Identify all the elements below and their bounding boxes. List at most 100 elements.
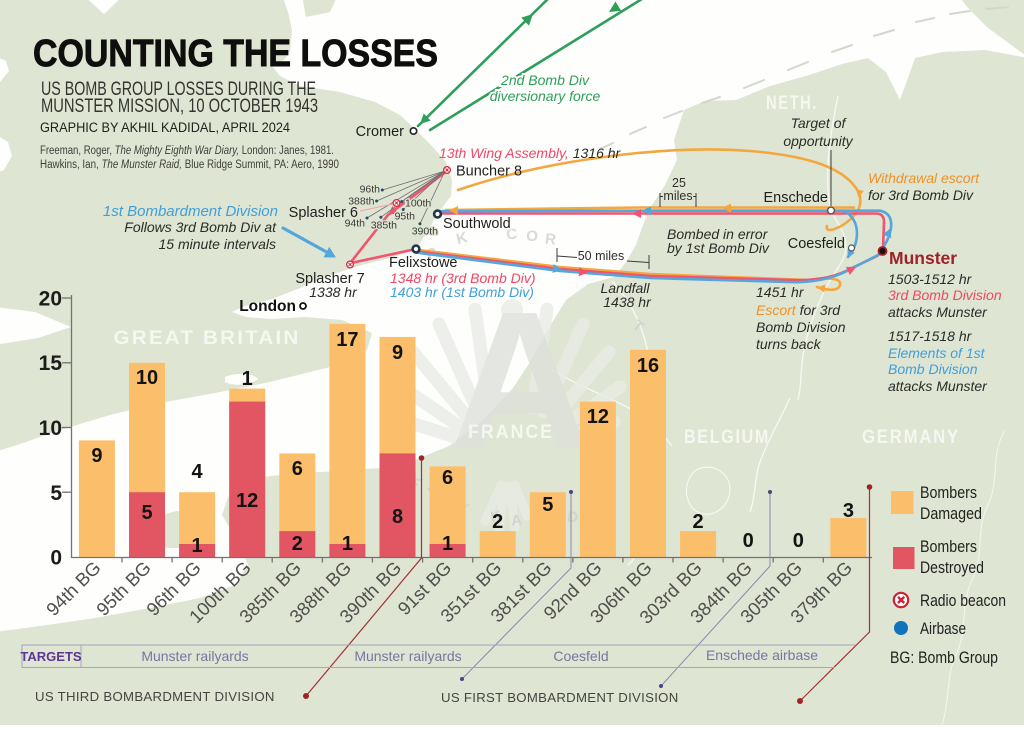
svg-text:A: A [510,511,523,529]
svg-text:Coesfeld: Coesfeld [788,236,845,252]
svg-text:Bomb Division: Bomb Division [756,319,846,335]
svg-text:50 miles: 50 miles [578,249,625,263]
svg-text:-miles-: -miles- [659,189,697,203]
svg-text:9: 9 [91,445,102,467]
svg-text:turns back: turns back [756,336,822,352]
svg-text:1517-1518 hr: 1517-1518 hr [888,328,973,344]
svg-text:2: 2 [693,511,704,533]
svg-text:1: 1 [442,533,453,555]
svg-text:Splasher 6: Splasher 6 [289,205,358,221]
svg-text:Freeman, Roger, The Mighty Eig: Freeman, Roger, The Mighty Eighth War Di… [40,145,334,157]
svg-text:94th: 94th [345,218,366,230]
svg-text:5: 5 [542,494,553,516]
svg-text:15: 15 [39,352,63,375]
svg-text:by 1st Bomb Div: by 1st Bomb Div [667,240,770,256]
svg-text:Radio beacon: Radio beacon [920,591,1006,610]
svg-text:opportunity: opportunity [783,133,853,149]
svg-text:Escort for 3rd: Escort for 3rd [756,302,841,318]
svg-text:10: 10 [39,417,62,440]
svg-text:Cromer: Cromer [356,124,405,140]
svg-text:COUNTING THE LOSSES: COUNTING THE LOSSES [33,33,438,75]
svg-text:2: 2 [292,533,303,555]
svg-text:A: A [449,271,591,490]
svg-text:8: 8 [392,506,403,528]
svg-text:1438 hr: 1438 hr [603,294,652,310]
svg-text:13th Wing Assembly, 1316 hr: 13th Wing Assembly, 1316 hr [439,145,622,161]
svg-text:TARGETS: TARGETS [20,649,81,664]
svg-text:10: 10 [136,367,158,389]
svg-text:Enschede: Enschede [764,190,829,206]
svg-text:for 3rd Bomb Div: for 3rd Bomb Div [868,187,974,203]
svg-text:attacks Munster: attacks Munster [888,378,988,394]
svg-text:3: 3 [843,500,854,522]
svg-text:Enschede airbase: Enschede airbase [706,647,818,663]
svg-text:1st Bombardment Division: 1st Bombardment Division [103,203,278,220]
svg-text:1: 1 [342,533,353,555]
svg-text:US THIRD BOMBARDMENT DIVISION: US THIRD BOMBARDMENT DIVISION [35,689,275,704]
svg-text:0: 0 [743,530,754,552]
svg-text:15 minute intervals: 15 minute intervals [158,236,276,252]
svg-text:Landfall: Landfall [600,280,650,296]
svg-text:Buncher 8: Buncher 8 [456,164,522,180]
svg-text:Bombers: Bombers [920,537,977,556]
svg-text:Destroyed: Destroyed [920,558,984,577]
svg-text:1: 1 [192,535,203,557]
svg-text:96th: 96th [360,184,381,196]
svg-text:6: 6 [292,458,303,480]
svg-text:Target of: Target of [791,115,848,131]
svg-text:MUNSTER MISSION, 10 OCTOBER 19: MUNSTER MISSION, 10 OCTOBER 1943 [41,96,318,117]
svg-text:US BOMB GROUP LOSSES DURING TH: US BOMB GROUP LOSSES DURING THE [41,79,316,100]
svg-text:5: 5 [141,502,152,524]
svg-text:Munster railyards: Munster railyards [141,648,248,664]
svg-text:Splasher 7: Splasher 7 [295,271,364,287]
svg-text:1403 hr (1st Bomb Div): 1403 hr (1st Bomb Div) [390,284,534,300]
svg-text:Damaged: Damaged [920,504,982,523]
svg-text:20: 20 [39,288,62,311]
svg-text:100th: 100th [405,198,431,210]
svg-text:12: 12 [236,490,258,512]
svg-text:Munster railyards: Munster railyards [354,648,461,664]
svg-text:Bomb Division: Bomb Division [888,361,978,377]
svg-text:Airbase: Airbase [920,619,966,638]
svg-text:diversionary force: diversionary force [490,88,601,104]
svg-text:BELGIUM: BELGIUM [684,427,770,448]
svg-text:Munster: Munster [889,248,957,268]
svg-text:1: 1 [242,368,253,390]
svg-text:Elements of 1st: Elements of 1st [888,345,986,361]
svg-text:Felixstowe: Felixstowe [389,255,458,271]
svg-text:Bombers: Bombers [920,483,977,502]
svg-text:Withdrawal escort: Withdrawal escort [868,170,980,186]
svg-text:9: 9 [392,342,403,364]
svg-text:1451 hr: 1451 hr [756,284,805,300]
svg-text:K: K [489,507,503,526]
svg-text:5: 5 [50,482,62,505]
svg-text:25: 25 [672,176,686,190]
svg-text:385th: 385th [371,220,397,232]
svg-text:BG: Bomb Group: BG: Bomb Group [890,648,998,667]
svg-text:C: C [506,226,518,244]
svg-text:3rd Bomb Division: 3rd Bomb Division [888,287,1002,303]
svg-text:GREAT BRITAIN: GREAT BRITAIN [114,328,301,349]
svg-text:95th: 95th [395,211,416,223]
svg-text:390th: 390th [412,226,438,238]
svg-text:London: London [239,298,296,315]
svg-text:US FIRST BOMBARDMENT DIVISION: US FIRST BOMBARDMENT DIVISION [441,690,679,705]
svg-text:1348 hr (3rd Bomb Div): 1348 hr (3rd Bomb Div) [390,270,536,286]
svg-text:Bombed in error: Bombed in error [667,226,769,242]
svg-text:GERMANY: GERMANY [862,427,960,448]
svg-text:388th: 388th [348,196,374,208]
svg-text:2: 2 [492,511,503,533]
svg-text:FRANCE: FRANCE [468,422,554,443]
svg-text:R: R [544,230,557,248]
svg-text:Follows 3rd Bomb Div at: Follows 3rd Bomb Div at [124,219,277,235]
svg-text:12: 12 [587,406,609,428]
svg-text:O: O [526,228,539,245]
svg-text:17: 17 [336,329,358,351]
svg-text:Coesfeld: Coesfeld [553,648,608,664]
svg-text:attacks Munster: attacks Munster [888,304,988,320]
svg-text:NETH.: NETH. [766,93,818,114]
svg-text:Southwold: Southwold [443,216,511,232]
svg-text:0: 0 [50,547,62,570]
svg-text:16: 16 [637,355,659,377]
svg-text:6: 6 [442,467,453,489]
